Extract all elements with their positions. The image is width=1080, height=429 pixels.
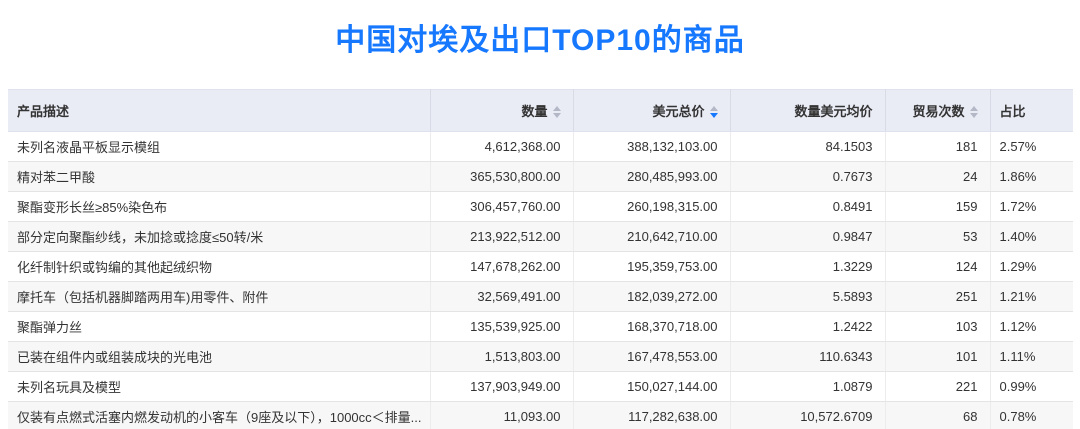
cell-usd-total: 260,198,315.00 — [573, 191, 731, 222]
cell-trade-count: 181 — [885, 131, 991, 162]
cell-usd-total: 182,039,272.00 — [573, 281, 731, 312]
col-header-label: 占比 — [999, 104, 1026, 119]
cell-avg-unit-price: 84.1503 — [730, 131, 886, 162]
col-header-product-desc: 产品描述 — [8, 89, 431, 132]
table-row: 未列名液晶平板显示模组 4,612,368.00 388,132,103.00 … — [8, 131, 1073, 162]
cell-trade-count: 159 — [885, 191, 991, 222]
cell-product-desc: 化纤制针织或钩编的其他起绒织物 — [8, 251, 431, 282]
cell-trade-count: 53 — [885, 221, 991, 252]
page-title: 中国对埃及出口TOP10的商品 — [335, 24, 745, 57]
cell-product-desc: 未列名液晶平板显示模组 — [8, 131, 431, 162]
cell-share: 2.57% — [990, 131, 1073, 162]
cell-avg-unit-price: 10,572.6709 — [730, 401, 886, 429]
cell-avg-unit-price: 1.3229 — [730, 251, 886, 282]
products-table: 产品描述 数量 美元总价 数量美元均价 贸易次数 占比 未列名液晶平板显示模组 … — [8, 89, 1073, 429]
table-row: 化纤制针织或钩编的其他起绒织物 147,678,262.00 195,359,7… — [8, 251, 1073, 282]
cell-share: 1.29% — [990, 251, 1073, 282]
sort-icon[interactable] — [969, 105, 978, 118]
cell-product-desc: 部分定向聚酯纱线，未加捻或捻度≤50转/米 — [8, 221, 431, 252]
cell-quantity: 213,922,512.00 — [430, 221, 574, 252]
cell-share: 1.86% — [990, 161, 1073, 192]
table-row: 精对苯二甲酸 365,530,800.00 280,485,993.00 0.7… — [8, 161, 1073, 192]
cell-trade-count: 24 — [885, 161, 991, 192]
cell-product-desc: 未列名玩具及模型 — [8, 371, 431, 402]
cell-product-desc: 精对苯二甲酸 — [8, 161, 431, 192]
cell-usd-total: 117,282,638.00 — [573, 401, 731, 429]
cell-usd-total: 210,642,710.00 — [573, 221, 731, 252]
cell-trade-count: 124 — [885, 251, 991, 282]
cell-usd-total: 195,359,753.00 — [573, 251, 731, 282]
cell-usd-total: 280,485,993.00 — [573, 161, 731, 192]
cell-trade-count: 251 — [885, 281, 991, 312]
table-row: 聚酯变形长丝≥85%染色布 306,457,760.00 260,198,315… — [8, 191, 1073, 222]
col-header-label: 数量美元均价 — [794, 104, 873, 119]
sort-icon[interactable] — [552, 105, 561, 118]
table-row: 未列名玩具及模型 137,903,949.00 150,027,144.00 1… — [8, 371, 1073, 402]
header-row: 产品描述 数量 美元总价 数量美元均价 贸易次数 占比 — [8, 89, 1073, 132]
cell-avg-unit-price: 1.2422 — [730, 311, 886, 342]
col-header-trade-count[interactable]: 贸易次数 — [885, 89, 991, 132]
cell-share: 1.12% — [990, 311, 1073, 342]
sort-icon[interactable] — [709, 105, 718, 118]
cell-share: 1.11% — [990, 341, 1073, 372]
cell-quantity: 306,457,760.00 — [430, 191, 574, 222]
col-header-label: 产品描述 — [17, 104, 70, 119]
cell-avg-unit-price: 0.7673 — [730, 161, 886, 192]
cell-product-desc: 已装在组件内或组装成块的光电池 — [8, 341, 431, 372]
table-row: 摩托车（包括机器脚踏两用车)用零件、附件 32,569,491.00 182,0… — [8, 281, 1073, 312]
cell-trade-count: 68 — [885, 401, 991, 429]
col-header-label: 美元总价 — [652, 104, 705, 119]
cell-share: 0.99% — [990, 371, 1073, 402]
table-row: 部分定向聚酯纱线，未加捻或捻度≤50转/米 213,922,512.00 210… — [8, 221, 1073, 252]
cell-avg-unit-price: 5.5893 — [730, 281, 886, 312]
cell-trade-count: 221 — [885, 371, 991, 402]
cell-quantity: 137,903,949.00 — [430, 371, 574, 402]
cell-quantity: 32,569,491.00 — [430, 281, 574, 312]
cell-trade-count: 101 — [885, 341, 991, 372]
col-header-label: 贸易次数 — [912, 104, 965, 119]
col-header-label: 数量 — [521, 104, 548, 119]
cell-avg-unit-price: 110.6343 — [730, 341, 886, 372]
cell-product-desc: 聚酯变形长丝≥85%染色布 — [8, 191, 431, 222]
cell-product-desc: 聚酯弹力丝 — [8, 311, 431, 342]
cell-quantity: 11,093.00 — [430, 401, 574, 429]
col-header-usd-total[interactable]: 美元总价 — [573, 89, 731, 132]
cell-share: 1.40% — [990, 221, 1073, 252]
cell-share: 1.21% — [990, 281, 1073, 312]
cell-usd-total: 150,027,144.00 — [573, 371, 731, 402]
cell-quantity: 4,612,368.00 — [430, 131, 574, 162]
cell-share: 1.72% — [990, 191, 1073, 222]
table-row: 仅装有点燃式活塞内燃发动机的小客车（9座及以下），1000cc＜排量... 11… — [8, 401, 1073, 429]
cell-share: 0.78% — [990, 401, 1073, 429]
cell-avg-unit-price: 1.0879 — [730, 371, 886, 402]
cell-product-desc: 仅装有点燃式活塞内燃发动机的小客车（9座及以下），1000cc＜排量... — [8, 401, 431, 429]
cell-trade-count: 103 — [885, 311, 991, 342]
col-header-avg-unit-price: 数量美元均价 — [730, 89, 886, 132]
cell-quantity: 1,513,803.00 — [430, 341, 574, 372]
col-header-quantity[interactable]: 数量 — [430, 89, 574, 132]
col-header-share: 占比 — [990, 89, 1073, 132]
table-row: 聚酯弹力丝 135,539,925.00 168,370,718.00 1.24… — [8, 311, 1073, 342]
cell-usd-total: 168,370,718.00 — [573, 311, 731, 342]
cell-quantity: 147,678,262.00 — [430, 251, 574, 282]
products-table-container: 产品描述 数量 美元总价 数量美元均价 贸易次数 占比 未列名液晶平板显示模组 … — [8, 89, 1073, 429]
cell-usd-total: 388,132,103.00 — [573, 131, 731, 162]
cell-product-desc: 摩托车（包括机器脚踏两用车)用零件、附件 — [8, 281, 431, 312]
cell-quantity: 135,539,925.00 — [430, 311, 574, 342]
cell-avg-unit-price: 0.9847 — [730, 221, 886, 252]
cell-usd-total: 167,478,553.00 — [573, 341, 731, 372]
table-row: 已装在组件内或组装成块的光电池 1,513,803.00 167,478,553… — [8, 341, 1073, 372]
cell-avg-unit-price: 0.8491 — [730, 191, 886, 222]
cell-quantity: 365,530,800.00 — [430, 161, 574, 192]
